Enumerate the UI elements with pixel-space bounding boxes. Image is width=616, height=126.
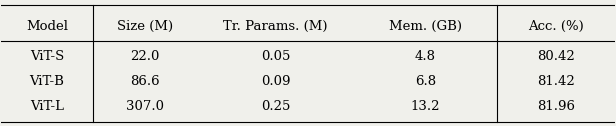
Text: 6.8: 6.8 [415, 75, 436, 88]
Text: Size (M): Size (M) [117, 20, 173, 33]
Text: 22.0: 22.0 [130, 50, 160, 63]
Text: ViT-L: ViT-L [30, 100, 64, 113]
Text: 80.42: 80.42 [537, 50, 575, 63]
Text: 81.42: 81.42 [537, 75, 575, 88]
Text: 0.25: 0.25 [261, 100, 290, 113]
Text: 0.09: 0.09 [261, 75, 290, 88]
Text: 81.96: 81.96 [537, 100, 575, 113]
Text: 4.8: 4.8 [415, 50, 436, 63]
Text: Acc. (%): Acc. (%) [528, 20, 584, 33]
Text: Mem. (GB): Mem. (GB) [389, 20, 462, 33]
Text: ViT-B: ViT-B [30, 75, 65, 88]
Text: 86.6: 86.6 [130, 75, 160, 88]
Text: 307.0: 307.0 [126, 100, 164, 113]
Text: 0.05: 0.05 [261, 50, 290, 63]
Text: Model: Model [26, 20, 68, 33]
Text: ViT-S: ViT-S [30, 50, 64, 63]
Text: Tr. Params. (M): Tr. Params. (M) [223, 20, 328, 33]
Text: 13.2: 13.2 [411, 100, 440, 113]
